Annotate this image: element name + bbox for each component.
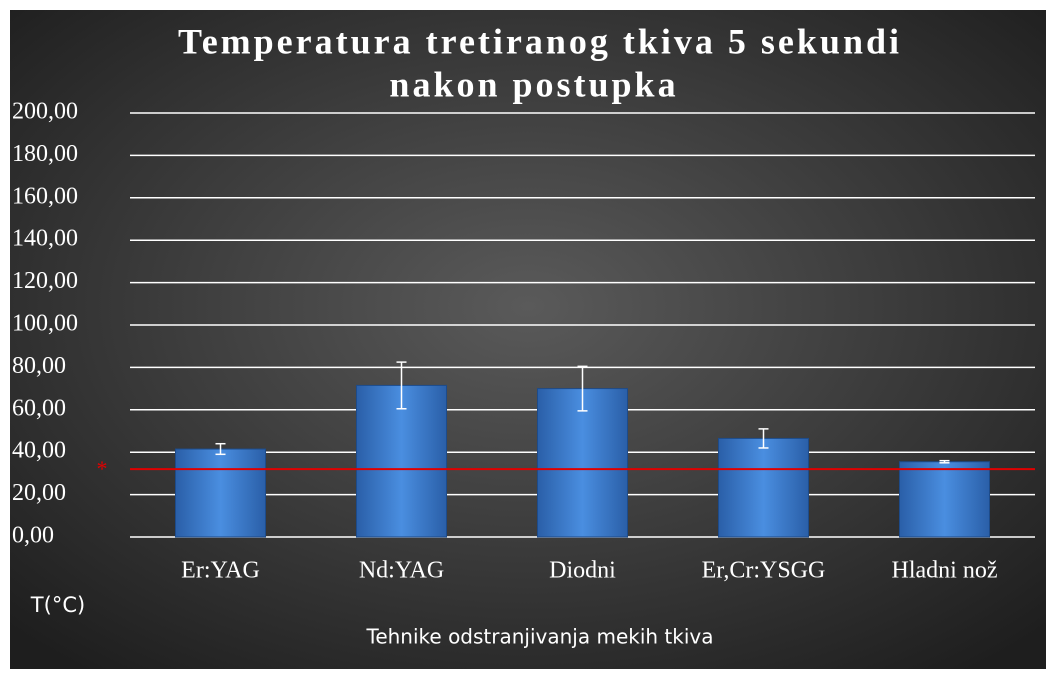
y-tick-label: 20,00 <box>12 480 66 506</box>
bar <box>899 461 990 538</box>
y-axis-label: T(°C) <box>30 593 85 617</box>
y-tick-label: 60,00 <box>12 395 66 421</box>
x-axis-label: Tehnike odstranjivanja mekih tkiva <box>366 625 714 649</box>
bar <box>537 388 628 538</box>
bar <box>356 384 447 538</box>
y-tick-label: 0,00 <box>12 523 54 549</box>
chart-title: Temperatura tretiranog tkiva 5 sekundi <box>178 21 902 61</box>
x-tick-label: Hladni nož <box>892 558 998 584</box>
bar <box>718 437 809 538</box>
bar <box>175 448 266 538</box>
chart-subtitle: nakon postupka <box>389 64 678 104</box>
y-tick-label: 140,00 <box>12 226 78 252</box>
x-tick-label: Er:YAG <box>181 558 260 584</box>
reference-label: * <box>97 456 108 481</box>
background <box>10 10 1046 669</box>
y-tick-label: 40,00 <box>12 438 66 464</box>
y-tick-label: 80,00 <box>12 353 66 379</box>
x-tick-label: Er,Cr:YSGG <box>702 558 826 584</box>
y-tick-label: 120,00 <box>12 268 78 294</box>
x-tick-label: Nd:YAG <box>359 558 444 584</box>
y-tick-label: 180,00 <box>12 141 78 167</box>
x-tick-label: Diodni <box>549 558 616 584</box>
y-tick-label: 160,00 <box>12 183 78 209</box>
y-tick-label: 100,00 <box>12 311 78 337</box>
y-tick-label: 200,00 <box>12 99 78 125</box>
